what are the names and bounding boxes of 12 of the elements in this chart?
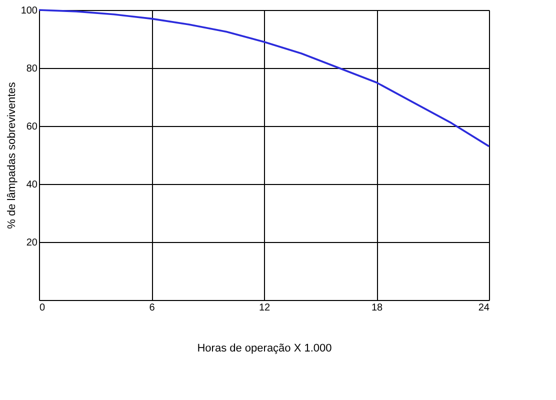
y-tick-label: 40 [26,180,38,190]
x-tick-label: 0 [40,302,46,314]
x-tick-label: 12 [258,302,270,314]
y-tick-label: 20 [26,238,38,248]
x-tick-label: 6 [149,302,156,314]
y-tick-label: 60 [26,122,38,132]
y-axis-title: % de lâmpadas sobreviventes [6,82,18,229]
y-tick-label: 100 [20,6,38,16]
x-tick-label: 24 [478,302,490,314]
x-tick-label: 18 [371,302,383,314]
y-tick-label: 80 [26,64,38,74]
x-axis-title: Horas de operação X 1.000 [197,342,332,354]
